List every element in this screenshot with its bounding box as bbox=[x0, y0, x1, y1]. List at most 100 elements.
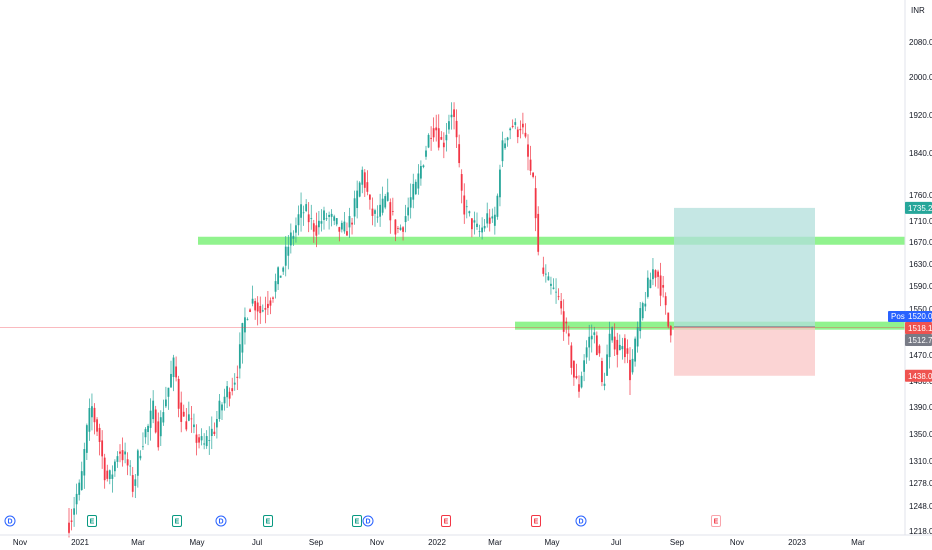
x-tick-label: Sep bbox=[309, 538, 324, 547]
candle-body bbox=[519, 128, 522, 131]
candle-body bbox=[238, 344, 241, 369]
candle-body bbox=[249, 309, 251, 312]
price-axis[interactable]: 2080.00 2000.00 1920.00 1840.00 1760.00 1710.… bbox=[909, 38, 932, 536]
y-tick-label: 1310.00 bbox=[909, 457, 932, 466]
stop-zone[interactable] bbox=[674, 326, 815, 376]
candle-body bbox=[659, 275, 662, 296]
candle-body bbox=[425, 150, 427, 157]
candle-body bbox=[437, 128, 440, 148]
dividend-marker[interactable]: D bbox=[4, 515, 16, 527]
event-letter: E bbox=[355, 519, 360, 526]
candle-body bbox=[172, 357, 175, 377]
candle-body bbox=[509, 128, 512, 131]
y-tick-label: 1920.00 bbox=[909, 111, 932, 120]
candle-body bbox=[177, 378, 180, 409]
candle-body bbox=[409, 197, 412, 208]
y-tick-label: 1840.00 bbox=[909, 149, 932, 158]
candle-body bbox=[371, 208, 374, 216]
candle-body bbox=[363, 172, 366, 188]
earnings-marker[interactable]: E bbox=[352, 515, 362, 527]
candle-body bbox=[488, 217, 491, 224]
candle-body bbox=[231, 388, 234, 392]
candle-body bbox=[501, 140, 504, 162]
candle-body bbox=[450, 114, 453, 118]
candle-body bbox=[491, 216, 494, 219]
dividend-marker[interactable]: D bbox=[575, 515, 587, 527]
candle-body bbox=[157, 421, 160, 448]
candle-body bbox=[458, 144, 461, 164]
candle-body bbox=[216, 419, 218, 428]
dividend-marker[interactable]: D bbox=[215, 515, 227, 527]
candle-body bbox=[565, 321, 568, 324]
candle-body bbox=[203, 443, 206, 445]
candle-body bbox=[80, 471, 83, 490]
y-tick-label: 1590.00 bbox=[909, 282, 932, 291]
target-zone[interactable] bbox=[674, 207, 815, 327]
candle-body bbox=[652, 269, 654, 280]
candle-body bbox=[598, 345, 601, 354]
x-tick-label: Nov bbox=[730, 538, 744, 547]
candle-body bbox=[254, 301, 257, 311]
y-tick-label: 1550.00 bbox=[909, 305, 932, 314]
candle-body bbox=[333, 216, 336, 221]
candle-body bbox=[351, 222, 353, 225]
candle-body bbox=[142, 446, 144, 448]
earnings-marker[interactable]: E bbox=[711, 515, 721, 527]
price-badge: 1512.75 bbox=[905, 334, 932, 346]
earnings-marker[interactable]: E bbox=[531, 515, 541, 527]
candle-body bbox=[116, 456, 119, 462]
candle-body bbox=[335, 218, 338, 225]
candle-body bbox=[555, 291, 557, 293]
candle-body bbox=[529, 159, 532, 171]
candle-body bbox=[267, 303, 269, 308]
candle-body bbox=[499, 169, 501, 198]
candle-body bbox=[223, 396, 226, 404]
earnings-marker[interactable]: E bbox=[87, 515, 97, 527]
event-letter: D bbox=[218, 519, 223, 526]
candle-body bbox=[307, 214, 310, 223]
earnings-marker[interactable]: E bbox=[172, 515, 182, 527]
candle-body bbox=[121, 450, 124, 461]
candle-body bbox=[106, 470, 109, 479]
candle-body bbox=[453, 109, 455, 117]
dividend-marker[interactable]: D bbox=[362, 515, 374, 527]
candle-body bbox=[310, 218, 313, 219]
candle-body bbox=[111, 474, 114, 479]
x-tick-label: May bbox=[189, 538, 204, 547]
candle-body bbox=[590, 335, 593, 340]
candle-body bbox=[292, 235, 295, 239]
time-axis[interactable]: Nov 2021 Mar May Jul Sep Nov 2022 Mar May Jul Sep No… bbox=[13, 538, 865, 547]
candle-body bbox=[593, 332, 596, 335]
candle-body bbox=[198, 437, 200, 443]
sr-zone[interactable] bbox=[198, 236, 905, 245]
candle-body bbox=[200, 436, 203, 441]
candle-body bbox=[289, 232, 292, 246]
price-badge: 1518.15 bbox=[905, 322, 932, 334]
candle-body bbox=[624, 338, 626, 358]
x-tick-label: 2021 bbox=[71, 538, 89, 547]
candle-body bbox=[669, 325, 672, 336]
y-tick-label: 1390.00 bbox=[909, 403, 932, 412]
candle-body bbox=[455, 120, 458, 138]
event-letter: D bbox=[365, 519, 370, 526]
candle-body bbox=[226, 386, 228, 398]
candle-body bbox=[381, 198, 384, 213]
earnings-marker[interactable]: E bbox=[441, 515, 451, 527]
candle-body bbox=[631, 358, 634, 373]
candle-body bbox=[325, 218, 328, 220]
event-letter: E bbox=[90, 519, 95, 526]
candle-body bbox=[570, 345, 573, 368]
candle-body bbox=[175, 366, 177, 378]
candle-body bbox=[654, 270, 657, 278]
candle-body bbox=[98, 427, 101, 442]
candle-body bbox=[284, 246, 287, 266]
candle-body bbox=[394, 219, 397, 235]
candle-body bbox=[312, 223, 315, 232]
candle-body bbox=[302, 212, 305, 214]
earnings-marker[interactable]: E bbox=[263, 515, 273, 527]
candle-body bbox=[626, 348, 629, 354]
candle-body bbox=[182, 411, 185, 417]
event-letter: E bbox=[175, 519, 180, 526]
